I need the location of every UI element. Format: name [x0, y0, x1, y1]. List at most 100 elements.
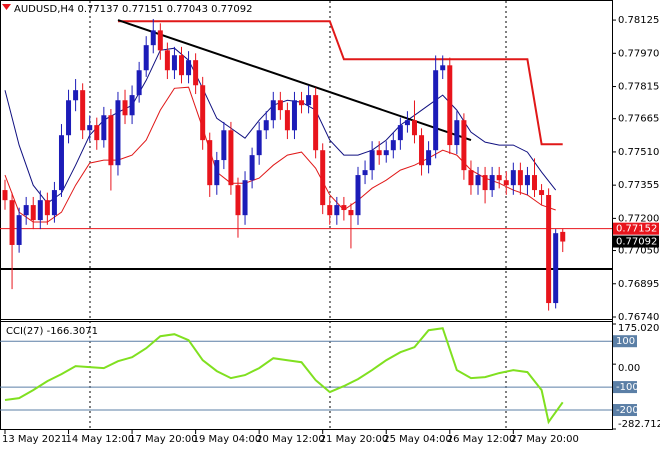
- candle-body: [306, 95, 312, 106]
- candle-body: [284, 110, 290, 131]
- candle-body: [299, 100, 305, 106]
- candle-body: [397, 125, 403, 141]
- x-tick-label: 21 May 20:00: [320, 434, 389, 445]
- candle-body: [546, 195, 552, 304]
- candle-body: [327, 205, 333, 216]
- symbol: AUDUSD,H4: [14, 4, 74, 15]
- candle-body: [157, 30, 163, 51]
- candle-body: [369, 150, 375, 171]
- y-tick-label: 0.77200: [618, 213, 659, 224]
- frame: [0, 0, 613, 430]
- close: 0.77092: [211, 4, 252, 15]
- x-tick-label: 27 May 20:00: [510, 434, 579, 445]
- x-tick-label: 14 May 12:00: [66, 434, 135, 445]
- candle-body: [440, 65, 446, 71]
- open: 0.77137: [77, 4, 118, 15]
- y-tick-label: 0.76740: [618, 312, 659, 323]
- candle-body: [270, 100, 276, 121]
- candle-body: [87, 125, 93, 131]
- candle-body: [532, 175, 537, 191]
- candle-body: [404, 120, 410, 126]
- candle-body: [524, 175, 530, 186]
- candle-body: [291, 100, 297, 131]
- y-tick-label: 175.0203: [618, 323, 660, 334]
- candle-body: [383, 150, 389, 156]
- y-tick-label: 0.77050: [618, 246, 659, 257]
- candle-body: [164, 50, 170, 71]
- candle-body: [207, 140, 213, 186]
- y-tick-label: 0.77970: [618, 48, 659, 59]
- y-tick-label: 0.77355: [618, 180, 659, 191]
- low: 0.77043: [167, 4, 208, 15]
- candle-body: [150, 30, 156, 46]
- candle-body: [539, 190, 545, 196]
- cci-header: CCI(27) -166.3071: [6, 326, 98, 337]
- candle-body: [334, 205, 340, 216]
- last-label: 0.77092: [616, 237, 657, 248]
- candle-body: [44, 200, 50, 216]
- x-tick-label: 25 May 04:00: [383, 434, 452, 445]
- candle-body: [376, 150, 382, 156]
- cci-line: [4, 327, 564, 425]
- candle-body: [517, 170, 523, 186]
- candle-body: [115, 100, 121, 166]
- sell-icon: [2, 4, 11, 10]
- candle-body: [143, 45, 149, 71]
- candle-body: [475, 175, 481, 186]
- candle-body: [16, 215, 22, 245]
- candle-body: [200, 85, 206, 141]
- candle-body: [58, 135, 64, 191]
- candle-body: [108, 115, 114, 166]
- candle-body: [235, 185, 241, 216]
- last-box: [613, 235, 659, 248]
- bid-label: 0.77152: [616, 224, 657, 235]
- y-tick-label: 0.00: [618, 363, 640, 374]
- candle-body: [362, 170, 368, 176]
- candle-body: [510, 170, 516, 186]
- level-box: [613, 404, 637, 417]
- candle-body: [496, 175, 502, 181]
- candle-body: [66, 100, 72, 136]
- y-tick-label: 0.77665: [618, 114, 659, 125]
- candle-body: [122, 100, 128, 116]
- candle-body: [249, 155, 255, 181]
- candle-body: [553, 233, 559, 304]
- candle-body: [277, 100, 283, 111]
- candle-body: [228, 130, 234, 186]
- candle-body: [221, 130, 227, 161]
- cci-title: CCI(27): [6, 326, 44, 337]
- candle-body: [129, 95, 135, 116]
- candle-body: [136, 70, 142, 96]
- candle-body: [348, 210, 354, 216]
- candle-body: [263, 120, 269, 131]
- candle-body: [482, 175, 488, 191]
- candle-body: [489, 175, 495, 191]
- candle-body: [37, 200, 43, 221]
- candle-body: [73, 90, 79, 101]
- candle-body: [503, 180, 509, 186]
- cci-value: -166.3071: [47, 326, 98, 337]
- y-tick-label: -282.712: [618, 419, 660, 430]
- candle-body: [186, 60, 192, 76]
- candle-body: [341, 205, 347, 211]
- candle-body: [242, 180, 248, 216]
- candle-body: [411, 120, 417, 136]
- level-label: -100: [616, 382, 639, 393]
- candle-body: [193, 60, 199, 86]
- candle-body: [51, 190, 57, 216]
- candle-body: [454, 120, 460, 146]
- level-box: [613, 335, 637, 348]
- y-tick-label: 0.78125: [618, 15, 659, 26]
- candle-body: [433, 70, 439, 151]
- candle-body: [256, 130, 262, 156]
- candle-body: [313, 95, 319, 151]
- x-tick-label: 20 May 12:00: [256, 434, 325, 445]
- candle-body: [560, 231, 566, 242]
- candle-body: [214, 160, 220, 186]
- candle-body: [80, 90, 86, 131]
- candle-body: [461, 120, 467, 171]
- candle-body: [94, 125, 100, 141]
- y-tick-label: 0.77510: [618, 147, 659, 158]
- bid-box: [613, 222, 659, 235]
